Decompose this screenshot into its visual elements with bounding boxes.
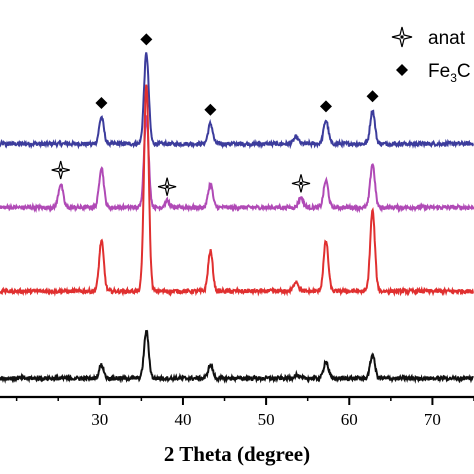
star-marker-1	[157, 177, 177, 196]
x-axis-title: 2 Theta (degree)	[164, 442, 310, 466]
x-axis: 30 40 50 60 70 2 Theta (degree)	[0, 395, 474, 466]
legend-label-anatase: anat	[428, 28, 466, 49]
diamond-marker-2	[204, 103, 217, 116]
x-tick-label: 60	[341, 410, 358, 429]
x-tick-label: 30	[91, 410, 108, 429]
series-line-2	[0, 84, 474, 297]
diamond-marker-4	[366, 90, 379, 103]
legend-label-fe3c: Fe3C	[428, 61, 471, 85]
plot-area	[0, 33, 474, 384]
x-tick-label: 40	[174, 410, 191, 429]
x-tick-label: 50	[258, 410, 275, 429]
x-tick-label: 70	[424, 410, 441, 429]
star-marker-2	[291, 174, 311, 193]
diamond-marker-0	[95, 97, 108, 109]
legend: anat Fe3C	[391, 26, 471, 85]
legend-star-icon	[391, 26, 413, 48]
series-line-0	[0, 52, 474, 150]
legend-diamond-icon	[396, 64, 408, 76]
diamond-marker-3	[319, 100, 332, 113]
star-marker-0	[51, 160, 70, 180]
series-line-1	[0, 114, 474, 214]
series-line-3	[0, 329, 474, 384]
diamond-marker-1	[140, 33, 153, 46]
